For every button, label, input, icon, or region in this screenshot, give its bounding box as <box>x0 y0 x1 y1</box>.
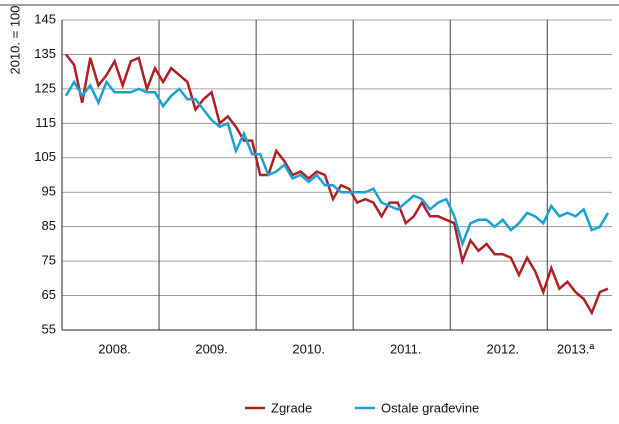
y-tick-label: 115 <box>35 115 56 130</box>
y-tick-label: 105 <box>34 149 56 164</box>
x-tick-label: 2010. <box>292 341 325 356</box>
y-tick-label: 55 <box>42 321 56 336</box>
legend-label: Zgrade <box>271 400 312 415</box>
y-tick-label: 65 <box>42 287 56 302</box>
series-line <box>65 53 609 316</box>
y-tick-label: 85 <box>42 218 56 233</box>
y-axis-label: 2010. = 100 <box>7 5 22 74</box>
y-tick-label: 145 <box>34 11 56 26</box>
y-tick-label: 75 <box>42 253 56 268</box>
legend-label: Ostale građevine <box>381 400 479 415</box>
x-tick-label: 2012. <box>487 341 520 356</box>
y-tick-label: 135 <box>34 46 56 61</box>
x-tick-label: 2009. <box>195 341 228 356</box>
y-tick-label: 125 <box>34 80 56 95</box>
y-tick-label: 95 <box>42 184 56 199</box>
x-tick-label: 2008. <box>98 341 131 356</box>
series-line <box>64 79 610 248</box>
x-tick-label: 2013.ª <box>557 341 595 356</box>
x-tick-label: 2011. <box>390 341 422 356</box>
